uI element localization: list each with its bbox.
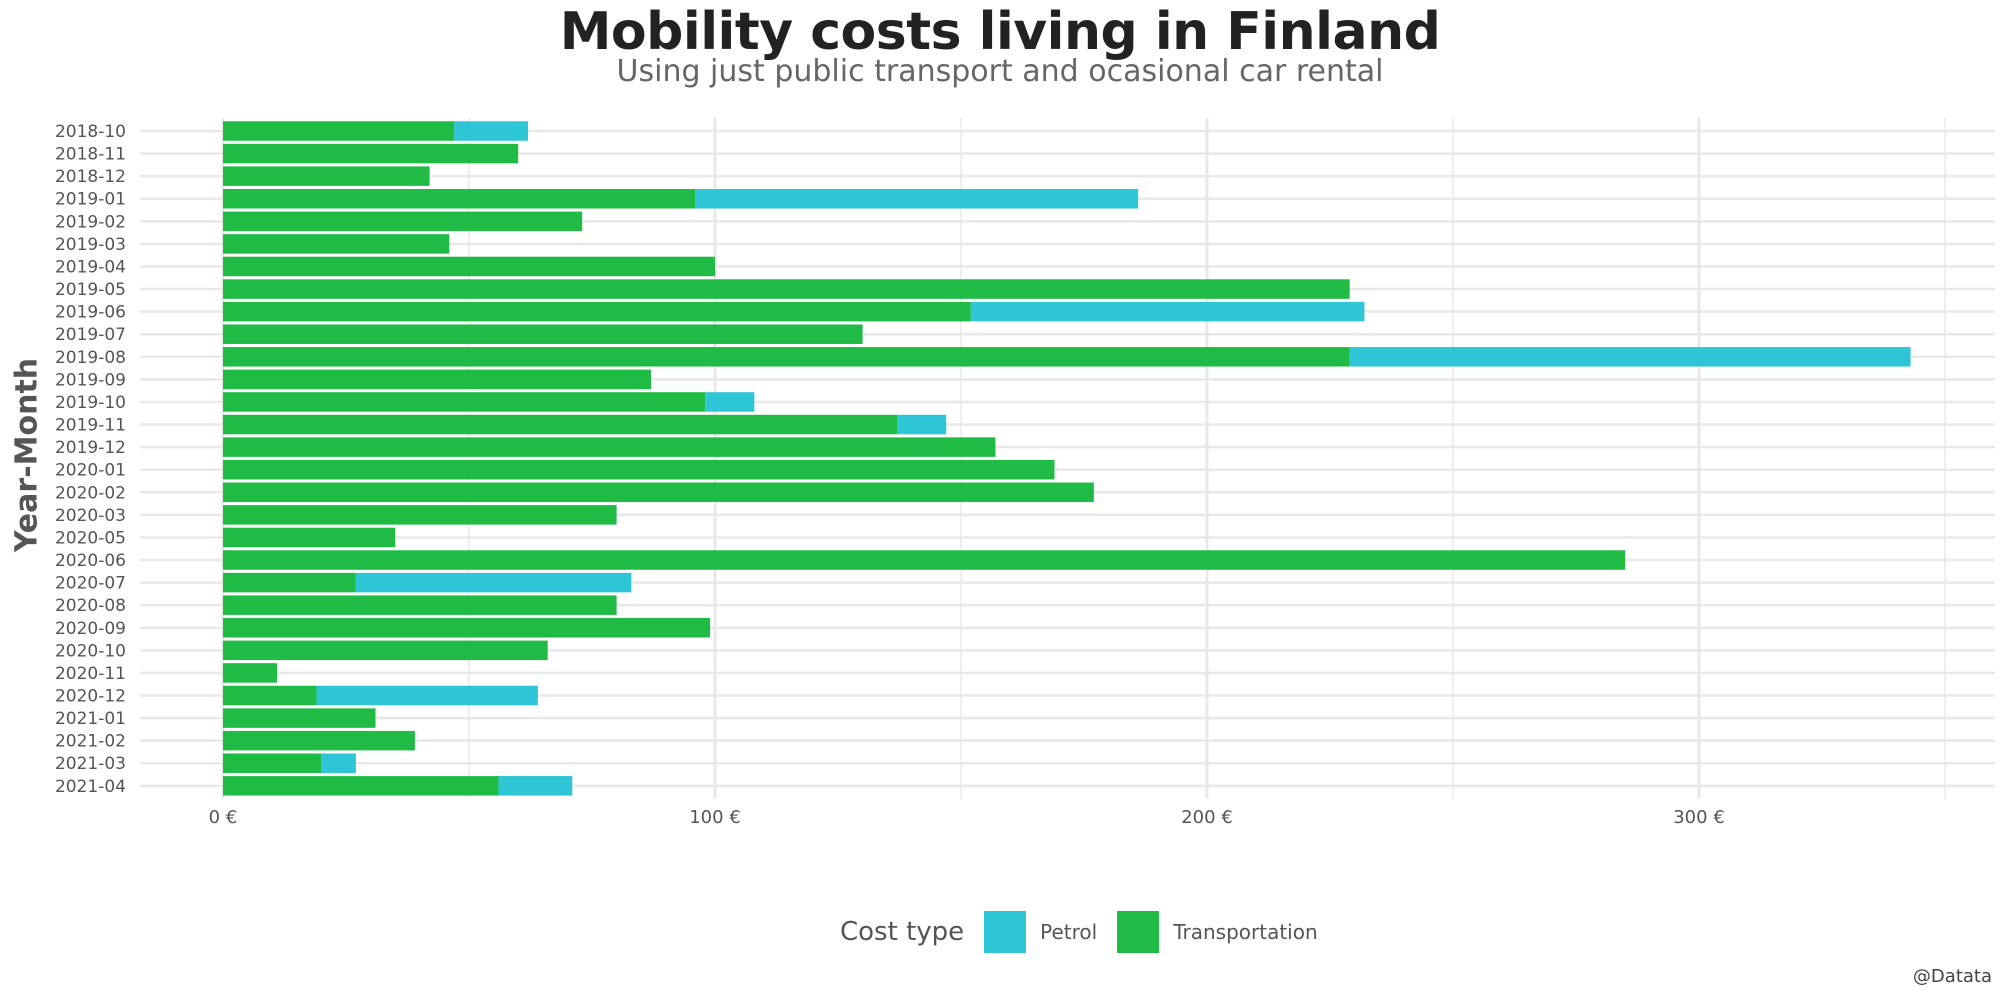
bar-transportation-2020-05 [223,527,396,548]
bar-petrol-2019-08 [1349,347,1911,367]
credit: @Datata [1912,966,1992,987]
legend-key-petrol [984,911,1027,953]
bar-transportation-2019-10 [223,392,706,412]
bar-petrol-2021-03 [321,753,356,773]
legend-title: Cost type [840,917,965,947]
y-tick-label: 2019-12 [55,438,126,458]
bar-transportation-2020-12 [223,685,317,706]
bar-transportation-2019-04 [223,256,715,277]
bar-petrol-2020-07 [355,572,632,593]
y-tick-label: 2020-10 [55,641,126,661]
y-tick-label: 2019-08 [55,348,126,368]
y-tick-label: 2019-11 [55,416,126,436]
bar-transportation-2018-10 [223,121,455,141]
legend-label-transportation: Transportation [1173,920,1318,944]
y-tick-label: 2020-07 [55,574,126,594]
y-tick-label: 2018-10 [55,122,126,142]
y-tick-label: 2019-01 [55,190,126,210]
bar-transportation-2020-03 [223,505,617,525]
bar-transportation-2019-02 [223,211,583,232]
y-tick-label: 2019-09 [55,370,126,390]
bar-transportation-2020-01 [223,459,1055,480]
bar-transportation-2019-12 [223,437,996,457]
y-tick-label: 2019-05 [55,280,126,300]
chart-title: Mobility costs living in Finland [559,2,1441,62]
x-tick-label: 200 € [1181,807,1233,828]
bar-transportation-2021-01 [223,708,376,728]
bar-transportation-2019-06 [223,301,971,322]
bar-transportation-2019-05 [223,279,1350,299]
y-tick-label: 2021-01 [55,709,126,729]
bar-transportation-2021-03 [223,753,322,773]
y-tick-label: 2021-04 [55,777,126,797]
bar-transportation-2021-04 [223,776,499,796]
bar-transportation-2020-09 [223,618,711,638]
y-tick-label: 2021-03 [55,754,126,774]
y-tick-label: 2019-04 [55,257,126,277]
bar-petrol-2019-01 [695,188,1139,209]
y-tick-label: 2020-03 [55,506,126,526]
y-tick-label: 2019-06 [55,303,126,323]
legend-key-transportation [1117,911,1160,953]
y-tick-label: 2020-08 [55,596,126,616]
legend: Cost type Petrol Transportation [840,910,1338,954]
y-tick-label: 2020-02 [55,483,126,503]
x-tick-labels: 0 € 100 € 200 € 300 € [209,807,1725,828]
x-tick-label: 0 € [209,807,238,828]
chart-subtitle: Using just public transport and ocasiona… [616,54,1384,89]
bar-transportation-2021-02 [223,730,415,751]
legend-label-petrol: Petrol [1040,920,1098,944]
bar-transportation-2020-10 [223,640,548,661]
y-tick-label: 2019-10 [55,393,126,413]
y-tick-label: 2020-01 [55,461,126,481]
y-tick-label: 2020-05 [55,528,126,548]
y-tick-label: 2018-11 [55,145,126,165]
bar-transportation-2018-11 [223,143,519,164]
y-tick-label: 2020-12 [55,687,126,707]
x-tick-label: 300 € [1673,807,1725,828]
bar-petrol-2019-11 [897,414,947,435]
y-tick-label: 2019-07 [55,325,126,345]
bar-petrol-2019-06 [970,301,1365,322]
bar-transportation-2020-06 [223,550,1626,570]
bar-petrol-2020-12 [316,685,538,706]
bar-transportation-2019-11 [223,414,898,435]
y-tick-label: 2020-11 [55,664,126,684]
y-tick-label: 2020-06 [55,551,126,571]
bar-transportation-2019-07 [223,324,863,344]
bar-transportation-2019-01 [223,188,696,209]
bar-transportation-2020-11 [223,663,278,683]
bar-petrol-2019-10 [705,392,755,412]
bar-transportation-2019-08 [223,347,1350,367]
bar-transportation-2019-03 [223,234,450,254]
y-tick-label: 2019-03 [55,235,126,255]
bar-transportation-2019-09 [223,369,652,390]
y-tick-label: 2018-12 [55,167,126,187]
y-tick-label: 2020-09 [55,619,126,639]
bar-transportation-2020-02 [223,482,1094,503]
x-tick-label: 100 € [689,807,741,828]
bar-petrol-2018-10 [454,121,529,141]
bar-petrol-2021-04 [498,776,573,796]
bar-transportation-2018-12 [223,166,430,186]
bars [223,121,1911,796]
bar-transportation-2020-08 [223,595,617,615]
y-tick-label: 2021-02 [55,732,126,752]
y-tick-label: 2019-02 [55,212,126,232]
bar-transportation-2020-07 [223,572,356,593]
